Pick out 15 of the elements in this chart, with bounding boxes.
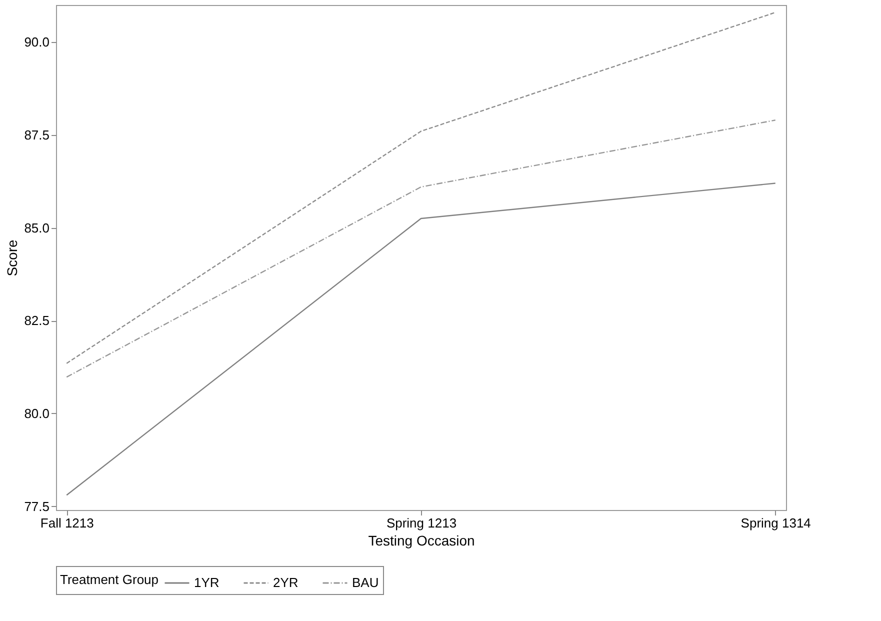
y-tick-label: 77.5 — [24, 498, 50, 514]
y-tick-label: 82.5 — [24, 313, 50, 328]
legend-title: Treatment Group — [60, 572, 159, 587]
y-tick-label: 87.5 — [24, 127, 50, 142]
y-tick-label: 90.0 — [24, 34, 50, 50]
y-tick-label: 80.0 — [24, 406, 50, 421]
x-axis-title: Testing Occasion — [368, 532, 475, 548]
legend-label: BAU — [352, 575, 379, 590]
x-tick-label: Spring 1213 — [386, 516, 457, 530]
y-tick-label: 85.0 — [24, 220, 50, 236]
y-axis-title: Score — [4, 240, 20, 276]
legend-label: 1YR — [194, 575, 220, 590]
x-tick-label: Spring 1314 — [740, 516, 811, 530]
legend-label: 2YR — [273, 575, 298, 590]
x-tick-label: Fall 1213 — [40, 516, 94, 530]
